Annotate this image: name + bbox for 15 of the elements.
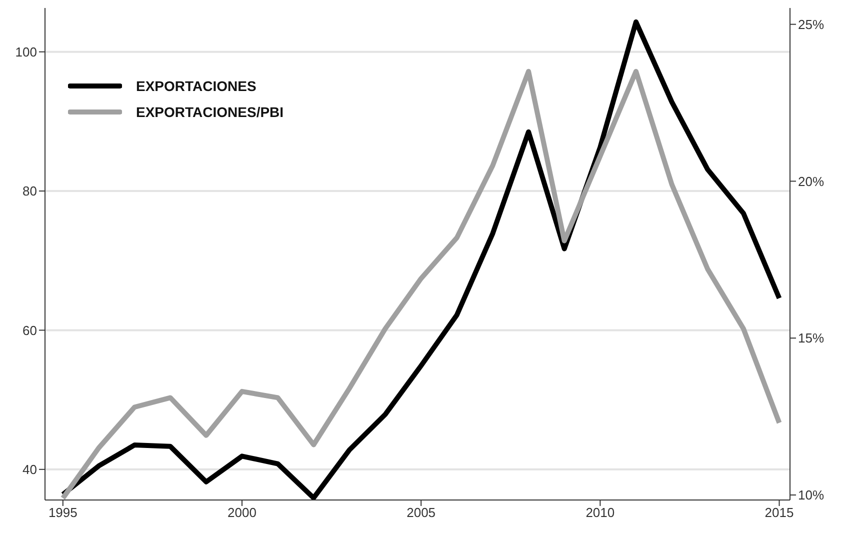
x-tick-label: 2015	[764, 505, 794, 520]
y2-tick-label: 20%	[798, 174, 824, 189]
y-tick-label: 60	[22, 322, 37, 338]
legend-label: EXPORTACIONES	[136, 78, 256, 94]
legend-label: EXPORTACIONES/PBI	[136, 104, 284, 120]
y-tick-label: 100	[15, 44, 37, 60]
y-tick-label: 40	[22, 462, 37, 477]
y2-tick-label: 15%	[798, 330, 824, 346]
y-tick-label: 80	[22, 184, 37, 199]
x-tick-label: 2005	[406, 505, 436, 520]
y2-tick-label: 25%	[798, 16, 824, 32]
x-tick-label: 2010	[586, 505, 615, 520]
x-tick-label: 2000	[228, 505, 256, 520]
x-tick-label: 1995	[48, 505, 78, 520]
y2-tick-label: 10%	[798, 488, 824, 503]
